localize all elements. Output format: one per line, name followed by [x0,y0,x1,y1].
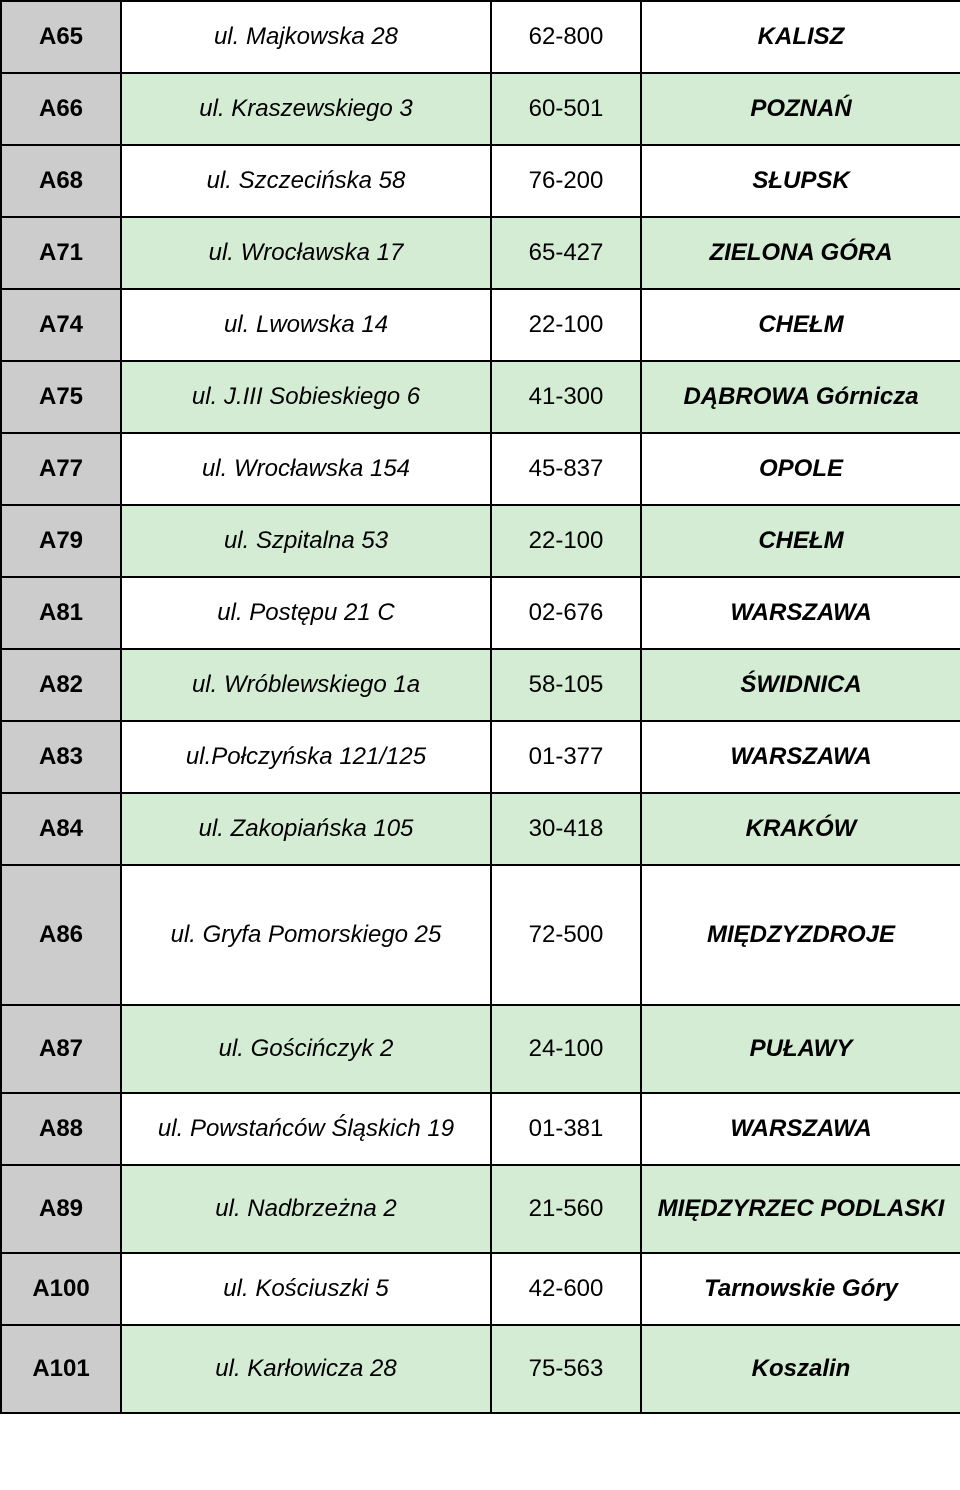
cell-code: A81 [1,577,121,649]
cell-zip: 22-100 [491,289,641,361]
cell-city: WARSZAWA [641,1093,960,1165]
table-row: A71ul. Wrocławska 1765-427ZIELONA GÓRA [1,217,960,289]
cell-city: ZIELONA GÓRA [641,217,960,289]
cell-zip: 42-600 [491,1253,641,1325]
cell-street: ul. Wrocławska 17 [121,217,491,289]
cell-city: CHEŁM [641,289,960,361]
cell-code: A84 [1,793,121,865]
cell-zip: 75-563 [491,1325,641,1413]
cell-street: ul. Powstańców Śląskich 19 [121,1093,491,1165]
cell-city: Tarnowskie Góry [641,1253,960,1325]
cell-code: A79 [1,505,121,577]
cell-city: KALISZ [641,1,960,73]
cell-code: A100 [1,1253,121,1325]
cell-street: ul. Karłowicza 28 [121,1325,491,1413]
cell-city: KRAKÓW [641,793,960,865]
cell-zip: 41-300 [491,361,641,433]
cell-city: ŚWIDNICA [641,649,960,721]
table-row: A75ul. J.III Sobieskiego 641-300DĄBROWA … [1,361,960,433]
cell-city: SŁUPSK [641,145,960,217]
cell-street: ul. Majkowska 28 [121,1,491,73]
table-row: A77ul. Wrocławska 15445-837OPOLE [1,433,960,505]
cell-city: MIĘDZYZDROJE [641,865,960,1005]
cell-zip: 30-418 [491,793,641,865]
table-row: A89ul. Nadbrzeżna 221-560MIĘDZYRZEC PODL… [1,1165,960,1253]
cell-city: POZNAŃ [641,73,960,145]
cell-zip: 62-800 [491,1,641,73]
cell-code: A71 [1,217,121,289]
table-row: A100ul. Kościuszki 542-600Tarnowskie Gór… [1,1253,960,1325]
table-row: A74ul. Lwowska 1422-100CHEŁM [1,289,960,361]
cell-zip: 01-381 [491,1093,641,1165]
cell-street: ul. Szczecińska 58 [121,145,491,217]
table-row: A66ul. Kraszewskiego 360-501POZNAŃ [1,73,960,145]
cell-street: ul. Postępu 21 C [121,577,491,649]
table-row: A79ul. Szpitalna 5322-100CHEŁM [1,505,960,577]
cell-city: PUŁAWY [641,1005,960,1093]
table-row: A81ul. Postępu 21 C02-676WARSZAWA [1,577,960,649]
cell-code: A83 [1,721,121,793]
cell-zip: 02-676 [491,577,641,649]
address-table: A65ul. Majkowska 2862-800KALISZA66ul. Kr… [0,0,960,1414]
cell-code: A75 [1,361,121,433]
cell-zip: 45-837 [491,433,641,505]
cell-zip: 60-501 [491,73,641,145]
cell-code: A89 [1,1165,121,1253]
cell-code: A77 [1,433,121,505]
cell-code: A68 [1,145,121,217]
cell-street: ul. Wrocławska 154 [121,433,491,505]
cell-street: ul. J.III Sobieskiego 6 [121,361,491,433]
cell-zip: 22-100 [491,505,641,577]
cell-city: CHEŁM [641,505,960,577]
table-row: A101ul. Karłowicza 2875-563Koszalin [1,1325,960,1413]
cell-city: OPOLE [641,433,960,505]
cell-zip: 76-200 [491,145,641,217]
table-row: A82ul. Wróblewskiego 1a58-105ŚWIDNICA [1,649,960,721]
cell-code: A87 [1,1005,121,1093]
table-row: A87ul. Gościńczyk 224-100PUŁAWY [1,1005,960,1093]
cell-city: WARSZAWA [641,721,960,793]
address-table-body: A65ul. Majkowska 2862-800KALISZA66ul. Kr… [1,1,960,1413]
cell-code: A66 [1,73,121,145]
cell-code: A88 [1,1093,121,1165]
cell-street: ul. Kraszewskiego 3 [121,73,491,145]
cell-street: ul. Gościńczyk 2 [121,1005,491,1093]
table-row: A88ul. Powstańców Śląskich 1901-381WARSZ… [1,1093,960,1165]
table-row: A83ul.Połczyńska 121/12501-377WARSZAWA [1,721,960,793]
cell-code: A65 [1,1,121,73]
cell-zip: 24-100 [491,1005,641,1093]
cell-street: ul. Nadbrzeżna 2 [121,1165,491,1253]
table-row: A68ul. Szczecińska 5876-200SŁUPSK [1,145,960,217]
cell-city: DĄBROWA Górnicza [641,361,960,433]
cell-zip: 72-500 [491,865,641,1005]
cell-street: ul. Zakopiańska 105 [121,793,491,865]
table-row: A65ul. Majkowska 2862-800KALISZ [1,1,960,73]
cell-code: A86 [1,865,121,1005]
cell-street: ul. Kościuszki 5 [121,1253,491,1325]
cell-zip: 58-105 [491,649,641,721]
table-row: A86ul. Gryfa Pomorskiego 2572-500MIĘDZYZ… [1,865,960,1005]
cell-code: A74 [1,289,121,361]
cell-street: ul. Szpitalna 53 [121,505,491,577]
cell-zip: 65-427 [491,217,641,289]
cell-code: A82 [1,649,121,721]
cell-city: Koszalin [641,1325,960,1413]
cell-street: ul. Lwowska 14 [121,289,491,361]
cell-street: ul. Wróblewskiego 1a [121,649,491,721]
cell-street: ul.Połczyńska 121/125 [121,721,491,793]
table-row: A84ul. Zakopiańska 10530-418KRAKÓW [1,793,960,865]
cell-street: ul. Gryfa Pomorskiego 25 [121,865,491,1005]
cell-zip: 01-377 [491,721,641,793]
cell-city: MIĘDZYRZEC PODLASKI [641,1165,960,1253]
cell-city: WARSZAWA [641,577,960,649]
cell-code: A101 [1,1325,121,1413]
cell-zip: 21-560 [491,1165,641,1253]
